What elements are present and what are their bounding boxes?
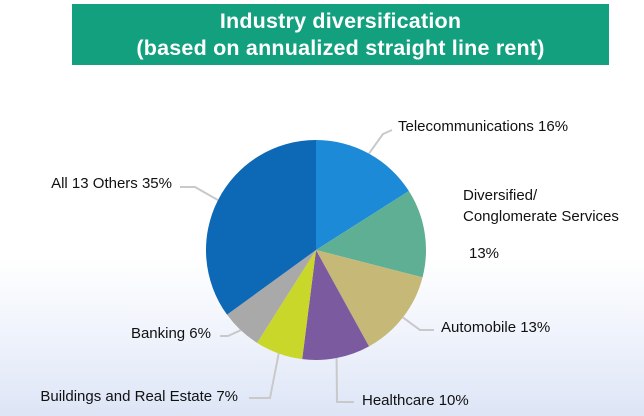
pie-slices [205, 140, 426, 360]
leader-line [368, 129, 393, 155]
slice-label: All 13 Others 35% [51, 175, 172, 192]
pie-slice-diversified-conglomerate-services [316, 191, 426, 278]
pie-slice-automobile [316, 250, 423, 347]
leader-lines [180, 129, 434, 403]
slice-label: Buildings and Real Estate 7% [40, 388, 238, 405]
pie-slice-telecommunications [316, 140, 409, 250]
slice-label: Diversified/ [463, 187, 538, 204]
leader-line [180, 186, 219, 201]
pie-slice-banking [227, 250, 316, 343]
slice-label: 13% [469, 245, 499, 262]
slice-label: Automobile 13% [441, 319, 550, 336]
leader-line [220, 329, 242, 337]
leader-line [249, 353, 280, 399]
slice-label: Conglomerate Services [463, 208, 619, 225]
chart-title-banner: Industry diversification (based on annua… [72, 4, 609, 65]
pie-slice-healthcare [302, 250, 369, 360]
chart-title-line-1: Industry diversification [219, 9, 462, 33]
leader-line [335, 358, 354, 403]
slice-labels: Telecommunications 16% Diversified/Conglo… [40, 118, 619, 409]
leader-line [402, 316, 434, 331]
pie-slice-buildings-and-real-estate [257, 250, 316, 360]
chart-title-line-2: (based on annualized straight line rent) [136, 36, 545, 60]
pie-slice-all-13-others [205, 140, 316, 315]
slice-label: Healthcare 10% [362, 392, 469, 409]
slice-label: Telecommunications 16% [398, 118, 568, 135]
slice-label: Banking 6% [131, 325, 211, 342]
